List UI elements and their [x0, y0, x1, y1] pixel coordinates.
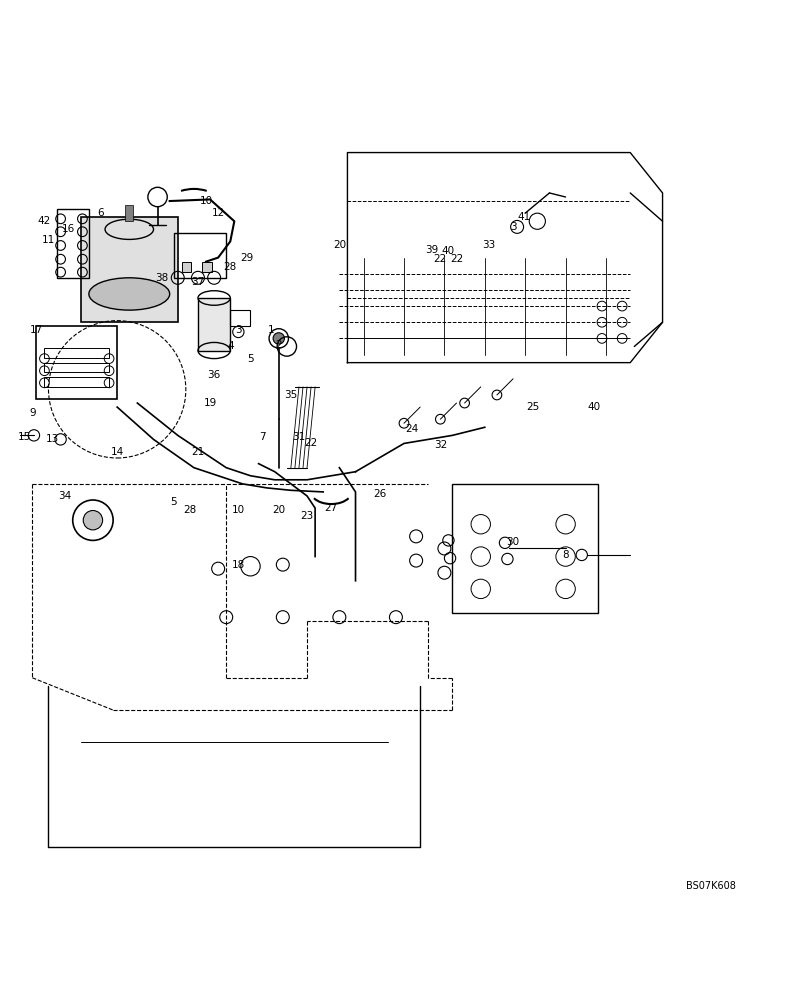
- Text: 23: 23: [301, 511, 314, 521]
- Text: 3: 3: [235, 325, 242, 335]
- Text: 5: 5: [247, 354, 254, 364]
- Text: 6: 6: [98, 208, 104, 218]
- Bar: [44, 377, 109, 387]
- Text: 28: 28: [183, 505, 196, 515]
- Bar: [36, 326, 117, 399]
- Text: 40: 40: [442, 246, 455, 256]
- Text: 26: 26: [373, 489, 386, 499]
- Text: 20: 20: [333, 240, 346, 250]
- Text: 3: 3: [510, 222, 516, 232]
- Text: 38: 38: [155, 273, 168, 283]
- Bar: [230, 310, 250, 326]
- Text: 13: 13: [46, 434, 59, 444]
- Bar: [44, 363, 109, 372]
- Text: 21: 21: [191, 447, 204, 457]
- Text: 40: 40: [587, 402, 600, 412]
- Text: 10: 10: [232, 505, 245, 515]
- Text: 27: 27: [325, 503, 338, 513]
- Text: 15: 15: [18, 432, 31, 442]
- Text: 29: 29: [240, 253, 253, 263]
- Text: 10: 10: [200, 196, 213, 206]
- Text: 19: 19: [204, 398, 217, 408]
- Bar: [81, 217, 178, 322]
- Text: 8: 8: [562, 550, 569, 560]
- Text: 37: 37: [191, 277, 204, 287]
- Bar: [44, 348, 109, 358]
- Text: 16: 16: [62, 224, 75, 234]
- Text: 24: 24: [406, 424, 419, 434]
- Text: 1: 1: [267, 325, 274, 335]
- Ellipse shape: [89, 278, 170, 310]
- Text: 22: 22: [450, 254, 463, 264]
- Text: 41: 41: [517, 212, 530, 222]
- Bar: [57, 209, 89, 278]
- Text: 34: 34: [58, 491, 71, 501]
- Bar: [198, 298, 230, 351]
- Text: 32: 32: [434, 440, 447, 450]
- Text: 7: 7: [259, 432, 266, 442]
- Text: 11: 11: [42, 235, 55, 245]
- Bar: [125, 205, 133, 221]
- Text: 9: 9: [29, 408, 36, 418]
- Text: 18: 18: [232, 560, 245, 570]
- Circle shape: [83, 511, 103, 530]
- Text: 36: 36: [208, 370, 221, 380]
- Text: 2: 2: [276, 340, 282, 350]
- Text: 5: 5: [170, 497, 177, 507]
- Text: 35: 35: [284, 390, 297, 400]
- Text: 33: 33: [482, 240, 495, 250]
- Text: 25: 25: [527, 402, 540, 412]
- Circle shape: [273, 333, 284, 344]
- Text: 31: 31: [292, 432, 305, 442]
- Text: 20: 20: [272, 505, 285, 515]
- Text: 17: 17: [30, 325, 43, 335]
- Bar: [174, 233, 226, 278]
- Bar: [202, 262, 212, 272]
- Text: BS07K608: BS07K608: [686, 881, 736, 891]
- Text: 39: 39: [426, 245, 439, 255]
- Text: 12: 12: [212, 208, 225, 218]
- Bar: [452, 484, 598, 613]
- Text: 28: 28: [224, 262, 237, 272]
- Text: 30: 30: [507, 537, 520, 547]
- Text: 14: 14: [111, 447, 124, 457]
- Text: 4: 4: [227, 341, 234, 351]
- Text: 22: 22: [434, 254, 447, 264]
- Bar: [182, 262, 191, 272]
- Text: 42: 42: [38, 216, 51, 226]
- Text: 22: 22: [305, 438, 318, 448]
